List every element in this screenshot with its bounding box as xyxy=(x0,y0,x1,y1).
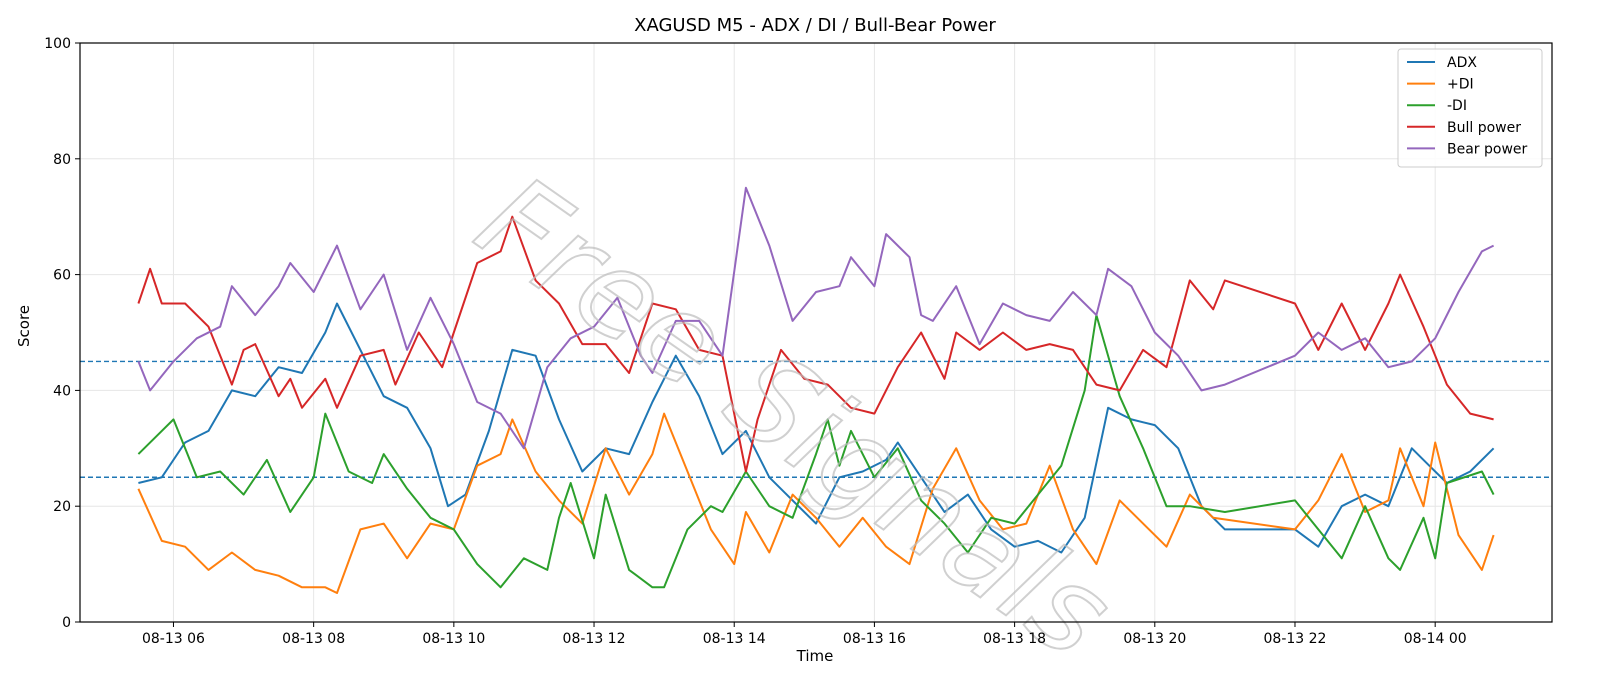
legend-box xyxy=(1397,48,1543,168)
x-tick-label: 08-13 10 xyxy=(422,631,485,647)
y-tick-label: 80 xyxy=(53,152,71,168)
y-tick-label: 0 xyxy=(62,615,71,631)
y-axis-label: Score xyxy=(15,305,33,347)
x-tick-label: 08-13 06 xyxy=(142,631,205,647)
legend-label: -DI xyxy=(1447,98,1467,114)
legend-label: +DI xyxy=(1447,77,1474,93)
legend-label: Bull power xyxy=(1447,120,1521,136)
series-line-adx xyxy=(138,302,1495,554)
y-tick-label: 60 xyxy=(53,268,71,284)
x-tick-label: 08-13 12 xyxy=(563,631,626,647)
legend-label: ADX xyxy=(1447,55,1477,71)
x-tick-label: 08-13 22 xyxy=(1264,631,1327,647)
series-line--di xyxy=(137,412,1495,594)
x-tick-label: 08-14 00 xyxy=(1404,631,1467,647)
plot-frame xyxy=(79,42,1553,623)
x-tick-label: 08-13 16 xyxy=(843,631,906,647)
x-tick-label: 08-13 18 xyxy=(983,631,1046,647)
legend: ADX +DI -DI Bull power Bear power xyxy=(1397,48,1543,168)
x-axis: 08-13 06 08-13 08 08-13 10 08-13 12 08-13 14… xyxy=(142,622,1467,647)
y-axis: 0 20 40 60 80 100 xyxy=(44,36,80,631)
legend-label: Bear power xyxy=(1447,141,1528,157)
x-tick-label: 08-13 20 xyxy=(1123,631,1186,647)
chart-title: XAGUSD M5 - ADX / DI / Bull-Bear Power xyxy=(634,15,996,36)
x-axis-label: Time xyxy=(796,647,834,665)
y-tick-label: 20 xyxy=(53,499,71,515)
watermark: Free Signals xyxy=(453,150,1135,686)
reference-lines xyxy=(80,360,1552,478)
series-line-bear-power xyxy=(137,186,1495,450)
x-tick-label: 08-13 14 xyxy=(703,631,766,647)
series-lines xyxy=(137,186,1495,594)
x-tick-label: 08-13 08 xyxy=(282,631,345,647)
y-tick-label: 100 xyxy=(44,36,71,52)
series-line--di xyxy=(137,314,1495,589)
grid xyxy=(80,42,1552,623)
series-line-bull-power xyxy=(137,215,1494,473)
y-tick-label: 40 xyxy=(53,383,71,399)
